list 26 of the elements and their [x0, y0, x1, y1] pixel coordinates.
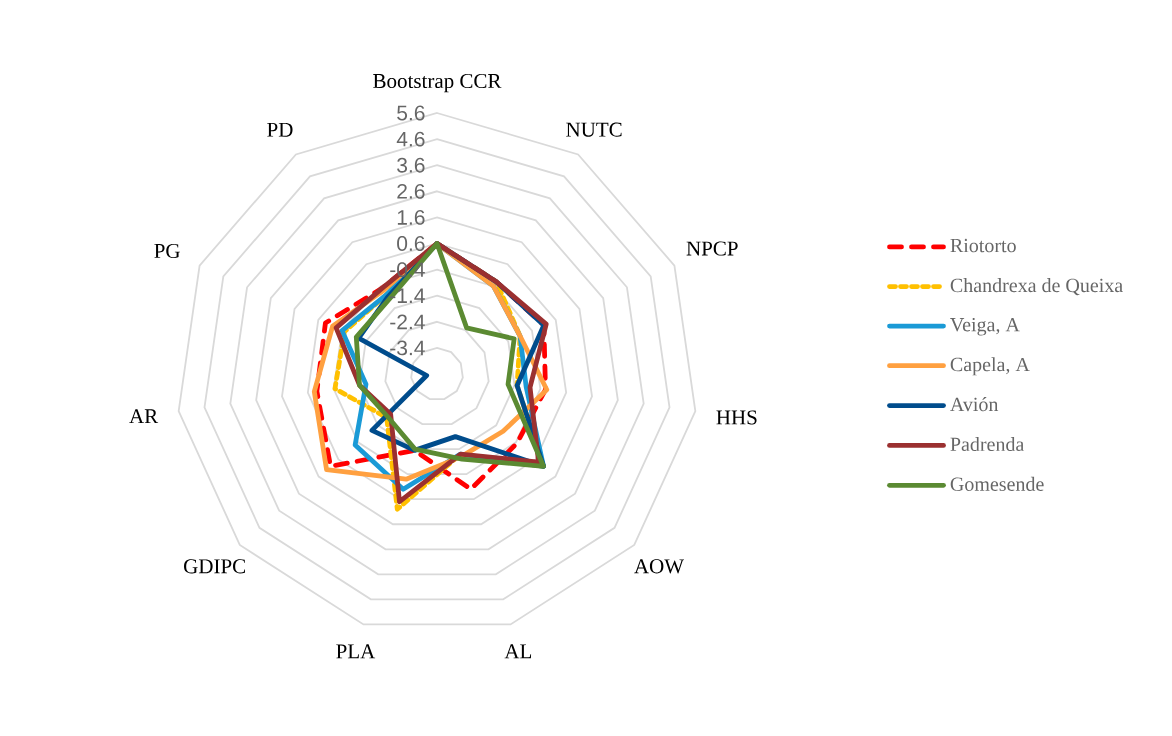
legend-label: Padrenda — [950, 436, 1025, 452]
y-tick-label: 2.6 — [397, 183, 425, 199]
spoke-label: PG — [154, 243, 180, 259]
spoke-label: PD — [267, 122, 293, 137]
y-tick-label: 4.6 — [396, 131, 425, 147]
spoke-label: AOW — [634, 559, 685, 574]
y-tick-label: 3.6 — [397, 157, 425, 173]
spoke-label: AR — [129, 409, 159, 424]
legend-label: Riotorto — [950, 238, 1016, 253]
legend-label: Chandrexa de Queixa — [950, 278, 1123, 296]
spoke-label: Bootstrap CCR — [373, 73, 502, 93]
y-tick-label: 0.6 — [397, 236, 425, 251]
legend-label: Capela, A — [950, 357, 1030, 376]
spoke-label: AL — [504, 644, 532, 659]
y-tick-label: -2.4 — [390, 314, 425, 330]
y-tick-label: 1.6 — [397, 209, 425, 225]
legend-label: Gomesende — [950, 476, 1044, 491]
spoke-label: GDIPC — [184, 559, 245, 574]
spoke-label: NPCP — [686, 241, 738, 256]
y-tick-label: 5.6 — [397, 105, 425, 121]
legend-label: Avión — [950, 397, 999, 412]
legend-label: Veiga, A — [950, 317, 1020, 336]
spoke-label: PLA — [336, 644, 376, 659]
spoke-label: HHS — [716, 410, 757, 425]
spoke-label: NUTC — [566, 122, 622, 137]
y-tick-label: -3.4 — [390, 340, 425, 356]
